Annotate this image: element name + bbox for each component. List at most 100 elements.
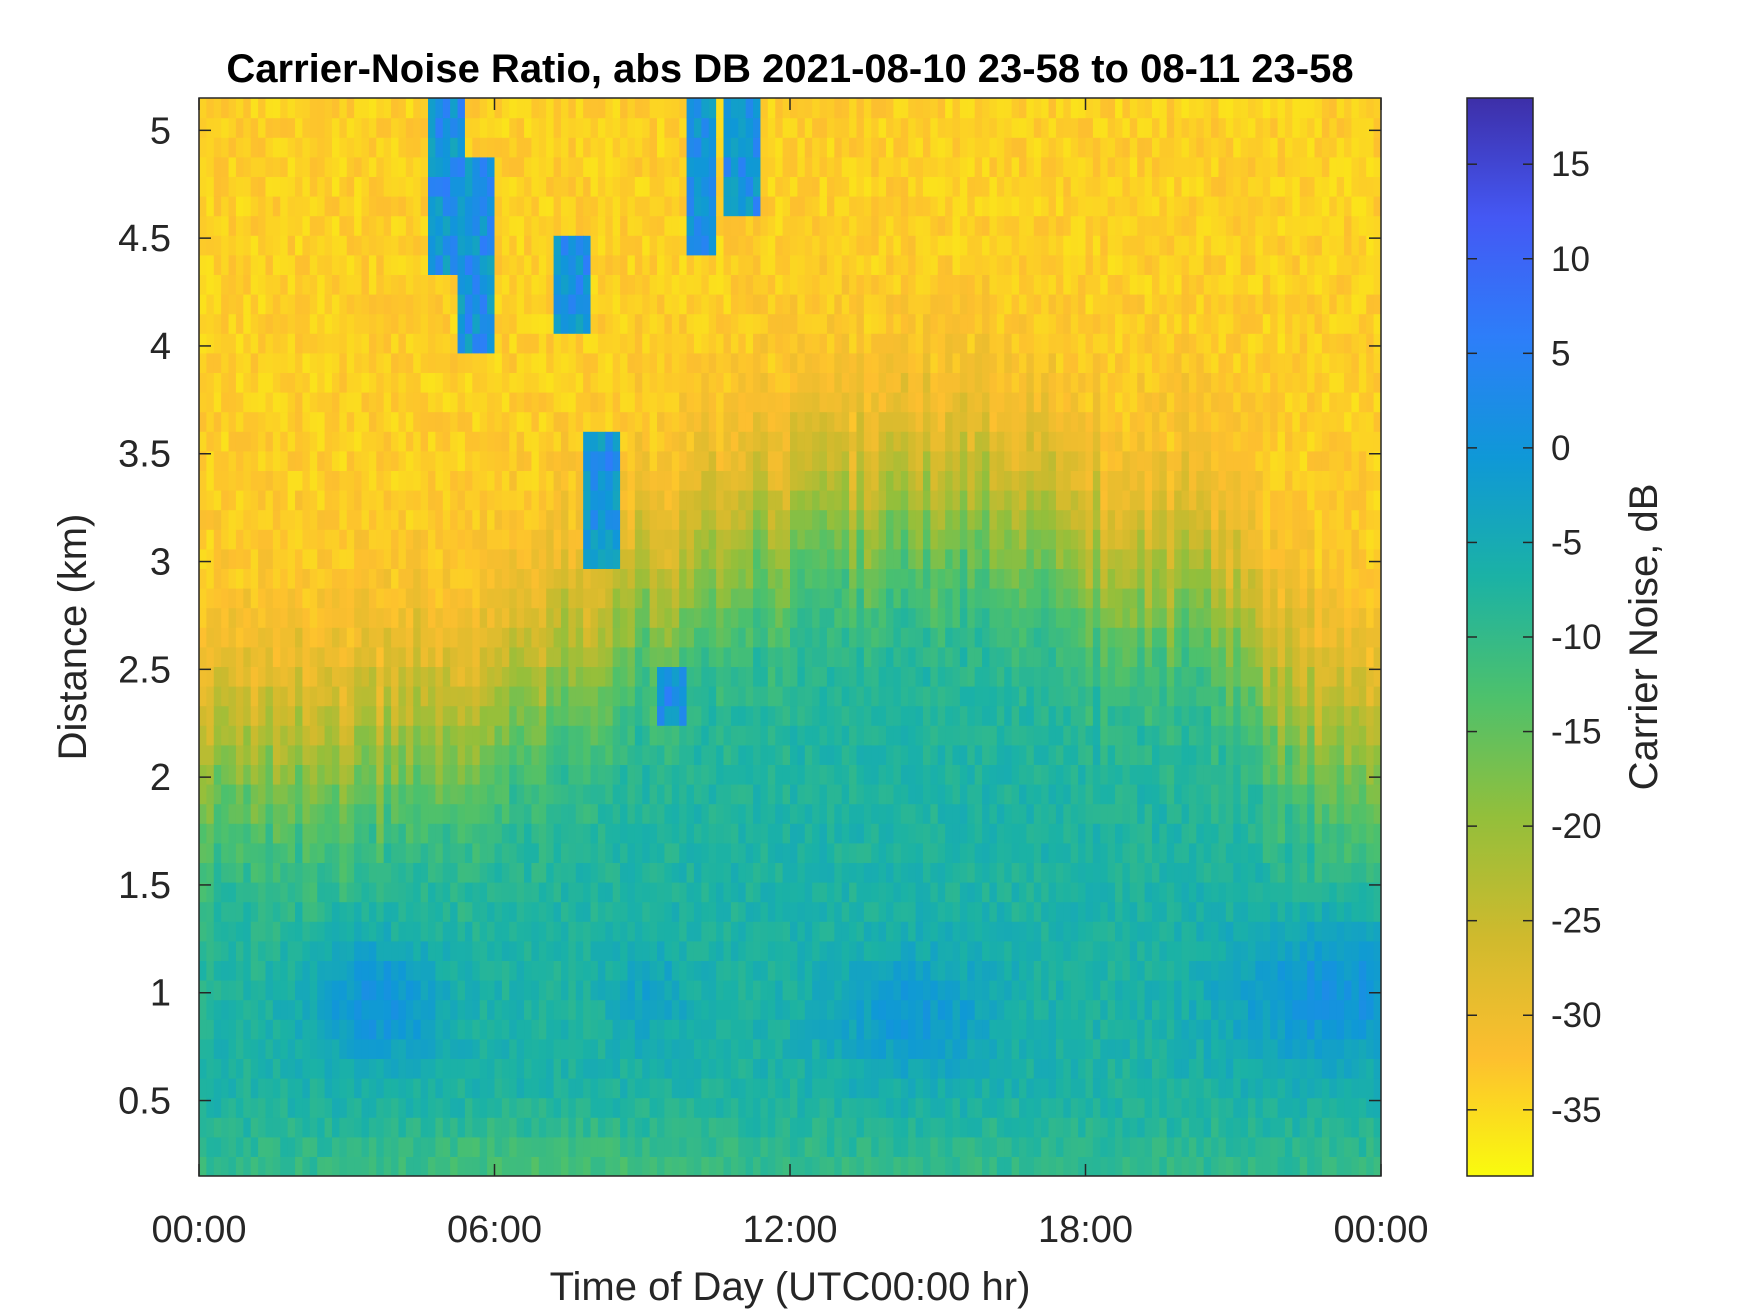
heatmap-cell xyxy=(819,156,828,177)
heatmap-cell xyxy=(391,921,400,942)
heatmap-cell xyxy=(649,254,658,275)
heatmap-cell xyxy=(383,450,392,471)
heatmap-cell xyxy=(361,98,370,119)
heatmap-cell xyxy=(450,490,459,511)
heatmap-cell xyxy=(368,1117,377,1138)
heatmap-cell xyxy=(745,842,754,863)
heatmap-cell xyxy=(767,607,776,628)
heatmap-cell xyxy=(856,176,865,197)
heatmap-cell xyxy=(701,509,710,530)
heatmap-cell xyxy=(590,1097,599,1118)
heatmap-cell xyxy=(464,666,473,687)
heatmap-cell xyxy=(428,529,436,550)
heatmap-cell xyxy=(767,294,776,315)
heatmap-cell xyxy=(708,705,717,726)
heatmap-cell xyxy=(309,803,318,824)
heatmap-cell xyxy=(317,686,326,707)
heatmap-cell xyxy=(649,568,658,589)
heatmap-cell xyxy=(634,156,643,177)
heatmap-cell xyxy=(405,862,414,883)
heatmap-cell xyxy=(649,450,658,471)
heatmap-cell xyxy=(479,705,488,726)
heatmap-cell xyxy=(280,882,289,903)
heatmap-cell xyxy=(199,470,207,491)
heatmap-cell xyxy=(775,999,784,1020)
heatmap-cell xyxy=(546,294,555,315)
heatmap-cell xyxy=(738,940,747,961)
heatmap-cell xyxy=(295,137,304,158)
heatmap-cell xyxy=(819,176,828,197)
heatmap-cell xyxy=(738,470,747,491)
heatmap-cell xyxy=(472,725,481,746)
heatmap-cell xyxy=(206,901,215,922)
heatmap-cell xyxy=(280,921,289,942)
heatmap-cell xyxy=(597,627,606,648)
heatmap-cell xyxy=(361,823,370,844)
heatmap-cell xyxy=(331,411,340,432)
heatmap-cell xyxy=(679,294,688,315)
heatmap-cell xyxy=(679,392,688,413)
heatmap-cell xyxy=(243,646,252,667)
heatmap-cell xyxy=(605,960,614,981)
heatmap-cell xyxy=(804,1058,813,1079)
heatmap-cell xyxy=(265,1019,274,1040)
heatmap-cell xyxy=(509,470,518,491)
heatmap-cell xyxy=(391,646,400,667)
heatmap-cell xyxy=(671,842,680,863)
heatmap-cell xyxy=(213,137,222,158)
heatmap-cell xyxy=(553,588,562,609)
heatmap-cell xyxy=(664,274,673,295)
heatmap-cell xyxy=(826,705,835,726)
heatmap-cell xyxy=(612,862,621,883)
heatmap-cell xyxy=(398,882,407,903)
heatmap-cell xyxy=(767,901,776,922)
heatmap-cell xyxy=(568,764,577,785)
heatmap-cell xyxy=(398,137,407,158)
heatmap-cell xyxy=(272,666,281,687)
heatmap-cell xyxy=(575,548,584,569)
heatmap-cell xyxy=(686,1078,695,1099)
heatmap-cell xyxy=(782,372,791,393)
heatmap-cell xyxy=(797,842,806,863)
heatmap-cell xyxy=(627,98,636,119)
heatmap-cell xyxy=(376,764,385,785)
heatmap-cell xyxy=(782,490,791,511)
heatmap-cell xyxy=(479,411,488,432)
heatmap-cell xyxy=(339,235,348,256)
heatmap-cell xyxy=(826,1156,835,1176)
heatmap-cell xyxy=(354,431,363,452)
heatmap-cell xyxy=(863,607,872,628)
heatmap-cell xyxy=(568,901,577,922)
heatmap-cell xyxy=(258,156,267,177)
heatmap-cell xyxy=(383,352,392,373)
heatmap-cell xyxy=(243,294,252,315)
heatmap-cell xyxy=(686,960,695,981)
heatmap-cell xyxy=(213,921,222,942)
heatmap-cell xyxy=(516,568,525,589)
heatmap-cell xyxy=(324,921,333,942)
heatmap-cell xyxy=(272,1058,281,1079)
heatmap-cell xyxy=(745,490,754,511)
heatmap-cell xyxy=(826,921,835,942)
heatmap-cell xyxy=(826,1058,835,1079)
heatmap-cell xyxy=(605,1038,614,1059)
heatmap-cell xyxy=(383,960,392,981)
heatmap-cell xyxy=(679,862,688,883)
heatmap-cell xyxy=(708,274,717,295)
heatmap-cell xyxy=(620,607,629,628)
heatmap-cell xyxy=(605,215,614,236)
heatmap-cell xyxy=(494,1156,503,1176)
heatmap-cell xyxy=(716,529,725,550)
heatmap-cell xyxy=(354,274,363,295)
heatmap-cell xyxy=(583,725,592,746)
heatmap-cell xyxy=(612,1019,621,1040)
heatmap-cell xyxy=(642,568,651,589)
heatmap-cell xyxy=(671,1117,680,1138)
heatmap-cell xyxy=(435,548,444,569)
heatmap-cell xyxy=(391,176,400,197)
heatmap-cell xyxy=(605,784,614,805)
heatmap-cell xyxy=(302,627,311,648)
heatmap-cell xyxy=(708,862,717,883)
heatmap-cell xyxy=(420,529,429,550)
heatmap-cell xyxy=(487,784,496,805)
